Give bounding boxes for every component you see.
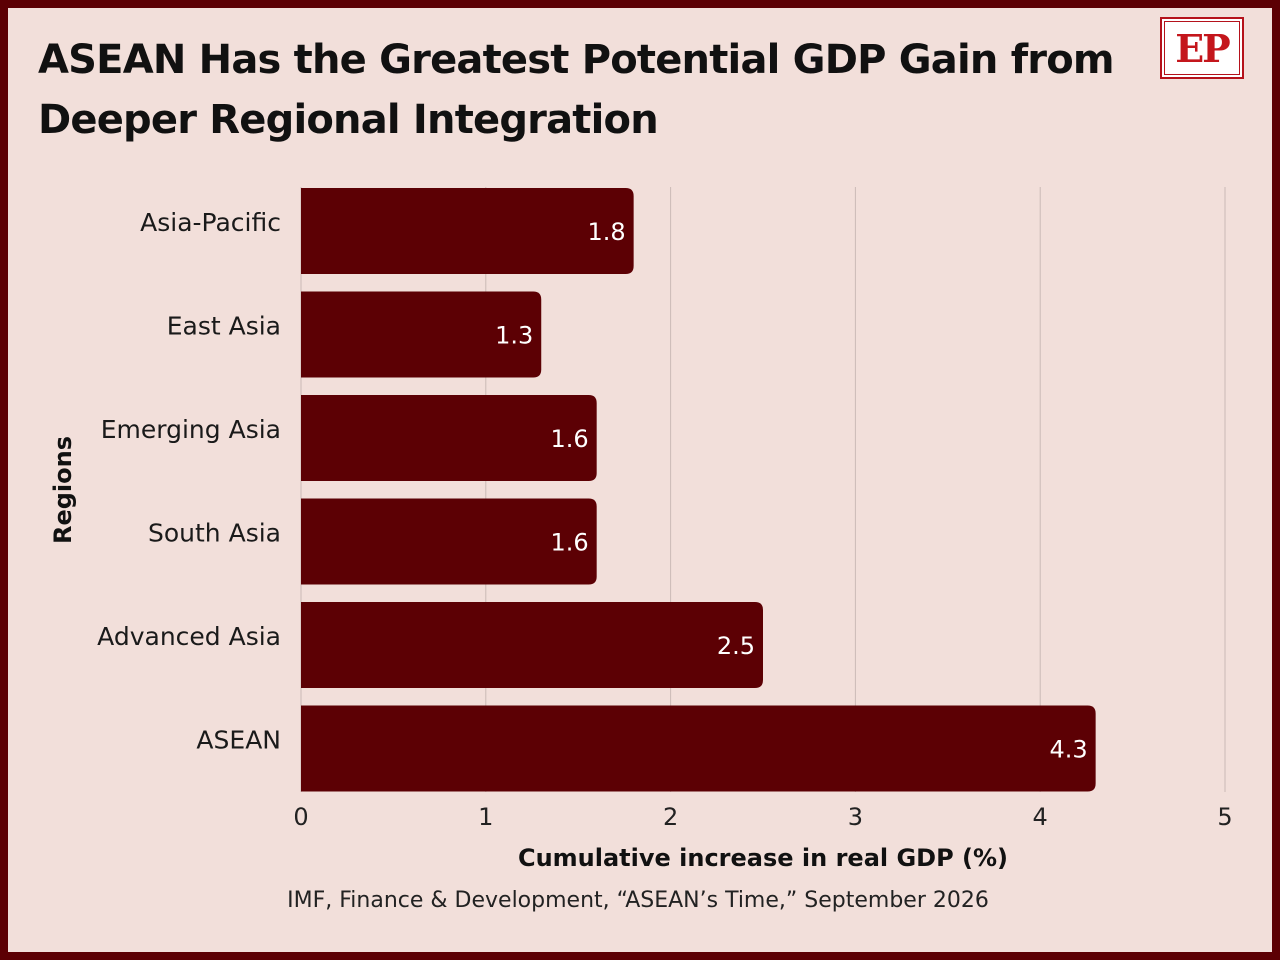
category-label: Emerging Asia (101, 415, 281, 444)
x-tick-label: 4 (1033, 803, 1048, 831)
category-label: Asia-Pacific (140, 208, 281, 237)
bar (301, 705, 1096, 792)
data-label: 1.6 (551, 529, 589, 557)
category-labels: Asia-Pacific East Asia Emerging Asia South … (97, 208, 281, 755)
y-axis-title: Regions (49, 436, 77, 544)
bars (301, 188, 1096, 792)
source-note: IMF, Finance & Development, “ASEAN’s Tim… (287, 888, 989, 913)
ep-logo-text: EP (1164, 21, 1240, 75)
data-label: 2.5 (717, 632, 755, 660)
data-label: 1.8 (587, 218, 625, 246)
chart-title: ASEAN Has the Greatest Potential GDP Gai… (38, 37, 1115, 143)
category-label: East Asia (167, 312, 281, 341)
x-tick-label: 2 (663, 803, 678, 831)
data-labels: 1.8 1.3 1.6 1.6 2.5 4.3 (495, 218, 1088, 764)
bar (301, 498, 597, 585)
x-tick-label: 5 (1217, 803, 1232, 831)
bar (301, 395, 597, 481)
bar (301, 602, 763, 688)
category-label: ASEAN (196, 726, 281, 755)
x-tick-labels: 0 1 2 3 4 5 (293, 803, 1232, 831)
data-label: 4.3 (1049, 736, 1087, 764)
data-label: 1.3 (495, 322, 533, 350)
x-axis-title: Cumulative increase in real GDP (%) (518, 844, 1008, 872)
category-label: Advanced Asia (97, 622, 281, 651)
bar (301, 188, 634, 274)
data-label: 1.6 (551, 425, 589, 453)
ep-logo: EP (1160, 17, 1244, 79)
gridlines (300, 187, 1226, 792)
x-tick-label: 0 (293, 803, 308, 831)
chart-card (8, 8, 1272, 952)
x-tick-label: 3 (848, 803, 863, 831)
bar (301, 291, 542, 378)
category-label: South Asia (148, 519, 281, 548)
x-tick-label: 1 (478, 803, 493, 831)
